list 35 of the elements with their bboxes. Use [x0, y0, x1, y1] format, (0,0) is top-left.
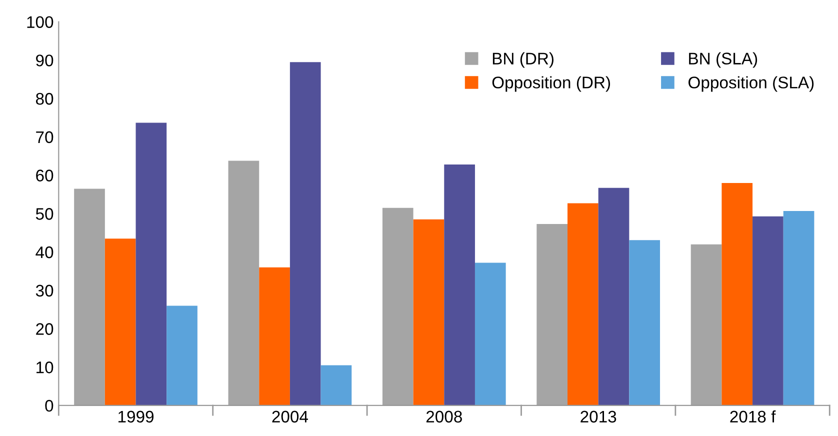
y-tick-label: 60 [36, 170, 54, 182]
y-tick-label: 100 [27, 16, 54, 28]
x-tick-label: 1999 [118, 410, 154, 423]
x-tick-label: 2018 f [730, 410, 776, 423]
bar [567, 203, 598, 406]
bar [598, 188, 630, 406]
y-tick-label: 20 [36, 323, 54, 335]
bar [290, 62, 321, 406]
y-tick-label: 30 [36, 284, 54, 297]
y-tick-label: 0 [45, 400, 54, 412]
x-tick-label: 2008 [426, 410, 462, 423]
y-tick-label: 40 [36, 246, 54, 258]
bar [474, 262, 506, 406]
bar [136, 122, 167, 406]
y-tick-label: 90 [36, 54, 54, 66]
bar [629, 240, 660, 406]
bar [104, 238, 136, 406]
legend-label: BN (SLA) [689, 52, 758, 68]
bar [320, 365, 352, 406]
y-tick-label: 10 [36, 362, 54, 374]
bar [783, 210, 814, 406]
y-tick-label: 50 [36, 208, 54, 220]
y-tick-label: 80 [36, 92, 54, 105]
bar [722, 182, 753, 406]
x-tick-label: 2004 [272, 410, 308, 423]
legend-label: BN (DR) [492, 52, 554, 68]
bar [413, 219, 444, 406]
bar [166, 306, 198, 406]
legend-label: Opposition (SLA) [688, 76, 814, 92]
bar [752, 216, 784, 406]
bar [444, 164, 475, 406]
x-tick-label: 2013 [580, 410, 616, 423]
y-tick-label: 70 [36, 131, 54, 144]
legend-label: Opposition (DR) [492, 76, 610, 92]
bar [259, 267, 290, 406]
